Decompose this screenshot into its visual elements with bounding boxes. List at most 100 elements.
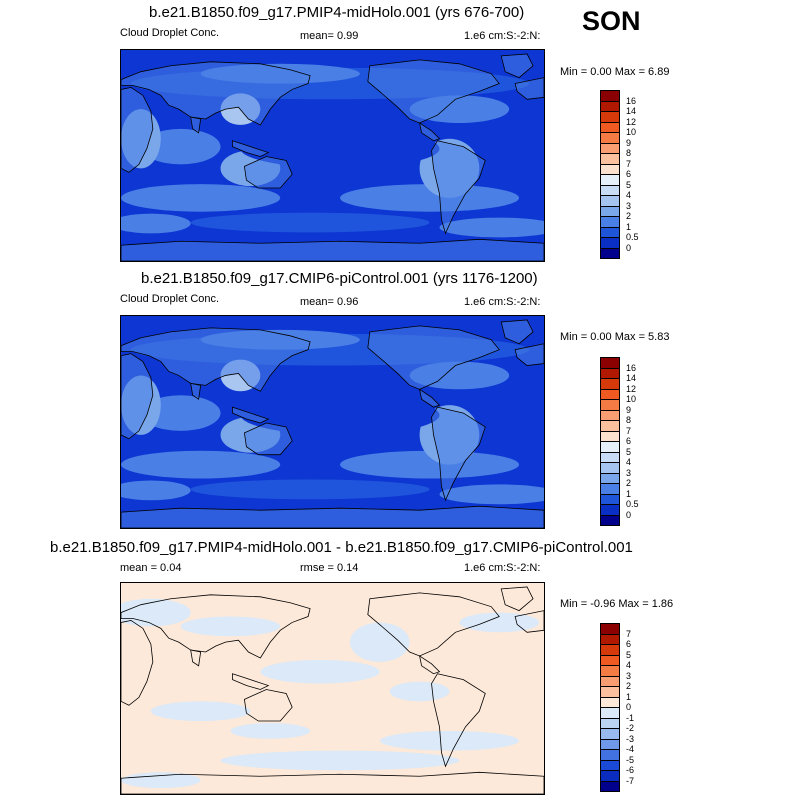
coastline	[232, 140, 270, 157]
colorbar-label: 0.5	[626, 232, 639, 242]
colorbar-swatch	[600, 780, 620, 792]
field-contour	[339, 184, 520, 212]
colorbar-label: 16	[626, 362, 637, 373]
colorbar-label: -7	[626, 775, 635, 786]
colorbar-swatch	[600, 247, 620, 259]
colorbar-label: 5	[626, 446, 632, 457]
coastline	[514, 77, 544, 100]
colorbar-label: 2	[626, 681, 632, 691]
colorbar-swatch	[600, 514, 620, 526]
coastline	[232, 673, 270, 690]
panel2-mean: mean= 0.96	[300, 296, 359, 308]
panel3-units: 1.e6 cm:S:-2:N:	[464, 562, 541, 574]
colorbar-label: -1	[626, 712, 635, 723]
panel1-variable: Cloud Droplet Conc.	[120, 27, 220, 39]
panel1-map	[120, 49, 545, 262]
field-contour	[150, 701, 251, 722]
coastline	[190, 116, 202, 134]
panel1-minmax: Min = 0.00 Max = 6.89	[560, 66, 670, 78]
colorbar-label: 2	[626, 478, 632, 488]
field-contour	[240, 395, 440, 435]
colorbar-label: 4	[626, 457, 632, 467]
coastline	[121, 594, 311, 659]
coastline	[367, 59, 500, 124]
colorbar-label: -2	[626, 723, 635, 733]
colorbar-label: 8	[626, 415, 632, 425]
colorbar-label: 9	[626, 137, 632, 148]
field-contour	[439, 484, 544, 505]
field-contour	[230, 723, 311, 739]
colorbar-label: 6	[626, 169, 632, 179]
panel3-rmse: rmse = 0.14	[300, 562, 359, 574]
field-contour	[439, 217, 544, 238]
field-contour	[121, 184, 281, 212]
coastline	[121, 87, 154, 173]
coastline	[121, 61, 311, 126]
panel3-mean: mean = 0.04	[120, 562, 182, 574]
coastline	[190, 649, 202, 667]
colorbar-label: 3	[626, 200, 632, 211]
coastline	[243, 156, 293, 189]
field-contour	[140, 128, 221, 165]
map-field	[121, 316, 544, 528]
colorbar-label: 16	[626, 95, 637, 106]
panel2-title: b.e21.B1850.f09_g17.CMIP6-piControl.001 …	[141, 270, 538, 287]
panel3-title: b.e21.B1850.f09_g17.PMIP4-midHolo.001 - …	[50, 539, 633, 556]
coastline	[431, 406, 486, 502]
coastline	[514, 343, 544, 366]
field-contour	[121, 480, 191, 501]
colorbar-label: 1	[626, 221, 632, 232]
colorbar-label: 0	[626, 242, 632, 253]
coastline	[419, 655, 441, 675]
coastline	[121, 327, 311, 392]
coastline	[367, 592, 500, 657]
coastline	[190, 382, 202, 400]
field-contour	[349, 622, 410, 662]
coastline	[121, 620, 154, 706]
panel3-map	[120, 582, 545, 795]
coastline	[232, 406, 270, 424]
map-field	[121, 50, 544, 261]
colorbar-label: 6	[626, 639, 632, 649]
coastline	[500, 586, 534, 612]
colorbar-label: 12	[626, 116, 637, 127]
coastline	[500, 319, 534, 345]
coastline	[367, 325, 500, 390]
colorbar-label: 8	[626, 148, 632, 158]
panel1-title: b.e21.B1850.f09_g17.PMIP4-midHolo.001 (y…	[149, 4, 525, 21]
colorbar-label: 0.5	[626, 499, 639, 509]
colorbar-label: 4	[626, 190, 632, 200]
coastline	[121, 771, 544, 794]
colorbar-label: 0	[626, 702, 632, 712]
panel3-minmax: Min = -0.96 Max = 1.86	[560, 598, 674, 610]
panel2-minmax: Min = 0.00 Max = 5.83	[560, 331, 670, 343]
coastline	[121, 505, 544, 528]
colorbar-label: -4	[626, 744, 635, 754]
coastline	[243, 689, 293, 722]
field-contour	[190, 479, 430, 500]
coastline	[419, 388, 441, 408]
coastline	[121, 238, 544, 261]
field-contour	[121, 772, 201, 789]
colorbar-label: 5	[626, 649, 632, 660]
colorbar-label: -6	[626, 765, 635, 775]
panel2-units: 1.e6 cm:S:-2:N:	[464, 296, 541, 308]
coastline	[419, 122, 441, 142]
field-contour	[389, 681, 450, 702]
colorbar-label: 7	[626, 158, 632, 169]
colorbar-label: 14	[626, 106, 637, 116]
coastline	[514, 610, 544, 633]
field-contour	[260, 659, 380, 684]
colorbar-label: 14	[626, 373, 637, 383]
colorbar-label: 5	[626, 179, 632, 190]
colorbar-label: 9	[626, 404, 632, 415]
colorbar-label: 12	[626, 383, 637, 394]
colorbar-label: 1	[626, 488, 632, 499]
colorbar-label: 10	[626, 127, 637, 137]
colorbar-label: 2	[626, 211, 632, 221]
colorbar-label: 3	[626, 467, 632, 478]
coastline	[431, 140, 486, 235]
field-contour	[121, 450, 281, 479]
field-contour	[379, 730, 520, 751]
panel1-mean: mean= 0.99	[300, 30, 359, 42]
